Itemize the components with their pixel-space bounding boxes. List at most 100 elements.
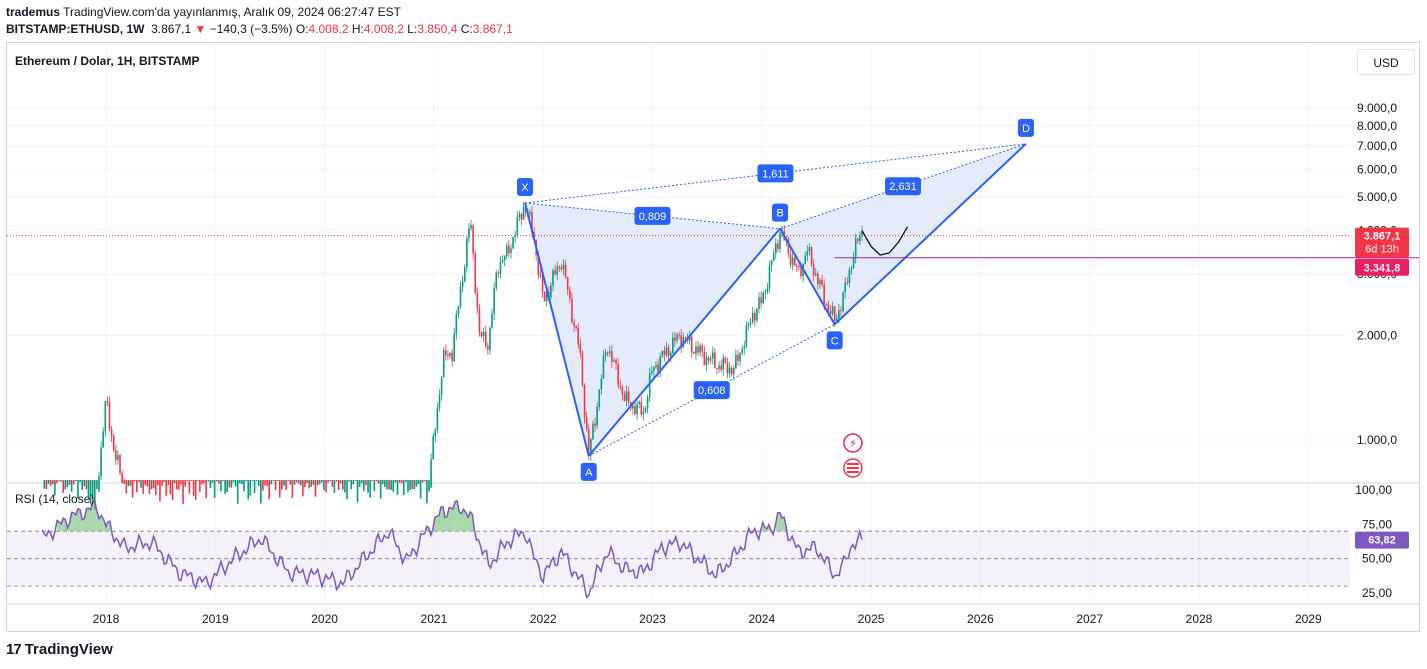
projection-curve <box>861 226 909 256</box>
ratio-label: 1,611 <box>762 168 789 180</box>
y-tick-label: 7.000,0 <box>1357 139 1397 153</box>
candle-body <box>159 480 161 502</box>
low-value: 3.850,4 <box>417 22 458 36</box>
candle-body <box>859 235 861 242</box>
candle-body <box>722 357 725 370</box>
candle-body <box>188 480 191 494</box>
candle-body <box>207 480 210 482</box>
candle-body <box>140 480 142 488</box>
candle-body <box>644 408 647 412</box>
candle-body <box>852 257 855 269</box>
candle-body <box>360 480 363 484</box>
candle-body <box>472 225 474 254</box>
candle-body <box>66 480 69 488</box>
candle-body <box>302 480 304 497</box>
rsi-overbought-fill <box>434 516 437 532</box>
last-price: 3.867,1 <box>151 22 192 36</box>
candle-body <box>657 364 659 373</box>
x-tick-label: 2027 <box>1076 612 1103 626</box>
candle-body <box>110 428 113 436</box>
candle-body <box>226 480 229 492</box>
candle-body <box>655 364 657 368</box>
high-label: H: <box>351 22 364 36</box>
candle-body <box>308 480 310 489</box>
candle-body <box>96 480 98 490</box>
point-label-box <box>580 462 597 481</box>
candle-body <box>491 313 493 328</box>
published-text: TradingView.com'da yayınlanmış, Aralık 0… <box>63 5 401 19</box>
currency-button[interactable]: USD <box>1357 49 1415 75</box>
candle-body <box>381 480 384 485</box>
flag-stripe <box>846 467 859 469</box>
candle-body <box>287 480 289 481</box>
point-label: C <box>831 335 839 347</box>
candle-body <box>350 480 353 490</box>
candle-body <box>121 473 123 484</box>
point-label-box <box>772 203 789 222</box>
candle-body <box>753 312 756 321</box>
candle-body <box>545 292 548 301</box>
candle-body <box>409 480 411 491</box>
candle-body <box>537 254 540 275</box>
candle-body <box>440 377 443 395</box>
rsi-overbought-fill <box>82 518 85 532</box>
candle-body <box>127 480 130 486</box>
publisher-name[interactable]: trademus <box>6 5 61 19</box>
candle-body <box>260 480 262 504</box>
countdown-label: 6d 13h <box>1365 244 1399 256</box>
candle-body <box>56 480 58 484</box>
candle-body <box>503 256 506 261</box>
chart-title: Ethereum / Dolar, 1H, BITSTAMP <box>15 54 199 68</box>
candle-body <box>373 480 376 491</box>
candle-body <box>621 386 624 395</box>
candle-body <box>379 480 382 499</box>
candle-body <box>529 211 531 214</box>
candle-body <box>556 267 559 275</box>
y-tick-label: 2.000,0 <box>1357 328 1397 342</box>
rsi-overbought-fill <box>99 515 102 532</box>
candle-body <box>812 264 815 276</box>
candle-body <box>428 480 430 492</box>
candle-body <box>337 480 340 491</box>
candle-body <box>388 480 390 490</box>
candle-body <box>405 480 407 483</box>
candle-body <box>392 480 395 492</box>
candle-body <box>789 253 792 265</box>
candle-body <box>625 391 628 401</box>
candle-body <box>487 346 489 350</box>
candle-body <box>423 480 426 482</box>
candle-body <box>474 253 477 293</box>
candle-body <box>821 280 823 285</box>
point-label-box <box>826 331 843 350</box>
candle-body <box>434 429 437 436</box>
candle-body <box>398 480 401 483</box>
rsi-overbought-fill <box>447 507 450 532</box>
candle-body <box>161 480 163 487</box>
rsi-overbought-fill <box>94 501 97 532</box>
candle-body <box>291 480 294 499</box>
candle-body <box>583 385 586 418</box>
candle-body <box>413 480 416 490</box>
candle-body <box>184 480 186 487</box>
candle-body <box>516 217 519 236</box>
candle-body <box>264 480 266 486</box>
candle-body <box>579 344 582 353</box>
candle-body <box>543 291 546 301</box>
candle-body <box>402 480 405 496</box>
candle-body <box>558 267 561 269</box>
candle-body <box>236 480 239 504</box>
candle-body <box>51 480 54 485</box>
candle-body <box>745 325 748 347</box>
candle-body <box>478 308 481 332</box>
candle-body <box>560 267 563 270</box>
candle-body <box>377 480 380 484</box>
candle-body <box>461 281 464 287</box>
candle-body <box>430 459 432 488</box>
point-label: B <box>776 208 783 220</box>
footer-logo[interactable]: 17 TradingView <box>6 641 113 658</box>
rsi-overbought-fill <box>63 518 66 532</box>
candle-body <box>417 480 420 485</box>
candle-body <box>432 435 434 460</box>
candle-body <box>270 480 273 485</box>
